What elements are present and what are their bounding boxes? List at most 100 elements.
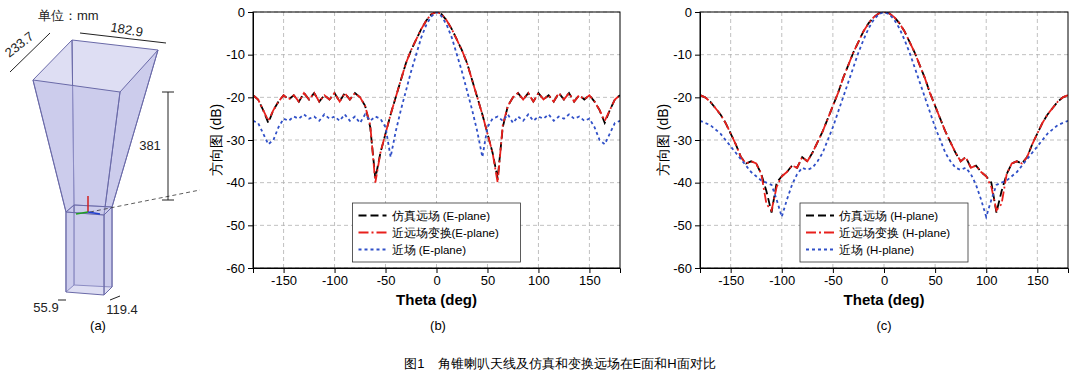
grid	[700, 12, 1068, 268]
y-tick: -10	[673, 47, 700, 62]
grid-line-x	[334, 12, 335, 268]
legend-swatch	[806, 249, 834, 251]
y-tick-label: -60	[673, 261, 692, 276]
legend-swatch	[359, 249, 387, 251]
grid-line-y	[700, 182, 1068, 183]
y-tick-label: -40	[673, 175, 692, 190]
x-tick: 50	[928, 268, 942, 288]
grid-line-x	[538, 12, 539, 268]
dimension-label: 233.7	[2, 29, 37, 61]
y-tick-mark	[695, 12, 700, 13]
chart: -150-100-50050100150-60-50-40-30-20-100T…	[208, 5, 621, 308]
y-tick-label: -50	[673, 218, 692, 233]
figure: 单位：mm233.7182.938155.9119.4-150-100-5005…	[0, 0, 1080, 379]
x-tick-label: 150	[1027, 273, 1049, 288]
legend-box	[800, 203, 968, 262]
grid-line-y	[253, 182, 620, 183]
y-tick-label: -20	[226, 90, 245, 105]
x-tick-label: -50	[377, 273, 396, 288]
y-tick-mark	[248, 183, 253, 184]
plot-area	[700, 12, 1068, 217]
y-axis: -60 -50 -40 -30 -20 -10 0	[673, 5, 700, 276]
y-tick: -50	[673, 218, 700, 233]
coordinate-arrow	[76, 212, 88, 214]
horn-face	[104, 207, 112, 295]
x-tick-label: 0	[433, 273, 440, 288]
x-tick: -50	[824, 268, 843, 288]
y-tick: 0	[685, 5, 700, 20]
y-tick-mark	[248, 225, 253, 226]
series-line	[253, 12, 620, 178]
x-tick-label: 50	[928, 273, 942, 288]
x-tick-label: 150	[579, 273, 601, 288]
unit-label: 单位：mm	[38, 8, 99, 23]
legend-swatch	[806, 232, 834, 234]
y-tick-mark	[695, 268, 700, 269]
y-tick-label: -10	[673, 47, 692, 62]
chart: -150-100-50050100150-60-50-40-30-20-100T…	[655, 5, 1069, 308]
coordinate-arrow	[88, 212, 100, 214]
y-tick-mark	[248, 97, 253, 98]
x-tick-label: -100	[322, 273, 348, 288]
grid-line-y	[700, 140, 1068, 141]
series-line	[700, 12, 1068, 213]
caption: 图1 角锥喇叭天线及仿真和变换远场在E面和H面对比	[404, 356, 715, 371]
grid-line-y	[700, 97, 1068, 98]
grid	[253, 12, 620, 268]
x-tick-label: -50	[824, 273, 843, 288]
series-line	[253, 12, 620, 183]
y-tick-label: -30	[226, 133, 245, 148]
x-tick: -150	[271, 268, 297, 288]
plot-frame	[253, 12, 620, 268]
y-tick: -40	[226, 175, 253, 190]
y-tick: -60	[673, 261, 700, 276]
legend-box	[353, 203, 521, 262]
legend-swatch	[806, 215, 834, 217]
y-tick-mark	[695, 97, 700, 98]
y-tick: -60	[226, 261, 253, 276]
coordinate-arrow	[87, 196, 89, 212]
series-line	[253, 12, 620, 157]
y-tick-mark	[248, 140, 253, 141]
grid-line-x	[986, 12, 987, 268]
x-axis-title: Theta (deg)	[396, 291, 477, 308]
legend: 仿真远场 (H-plane)近远场变换 (H-plane)近场 (H-plane…	[800, 203, 968, 262]
x-tick-label: -150	[271, 273, 297, 288]
y-tick-label: 0	[238, 5, 245, 20]
x-tick: 0	[881, 268, 888, 288]
dimension-label: 55.9	[33, 300, 58, 315]
y-axis-title: 方向图 (dB)	[208, 104, 224, 176]
y-axis-line	[248, 13, 254, 269]
x-tick-label: 50	[481, 273, 495, 288]
y-tick-mark	[695, 225, 700, 226]
y-tick: -30	[226, 133, 253, 148]
dimension-label: 381	[139, 138, 161, 153]
x-tick-label: 100	[528, 273, 550, 288]
grid-line-y	[700, 54, 1068, 55]
x-tick: -50	[377, 268, 396, 288]
x-tick: 0	[433, 268, 440, 288]
dimension-line	[58, 300, 66, 301]
grid-line-x	[781, 12, 782, 268]
x-tick: 50	[481, 268, 495, 288]
legend-label: 近场 (E-plane)	[392, 244, 467, 256]
y-tick-label: -10	[226, 47, 245, 62]
grid-line-y	[253, 140, 620, 141]
y-tick-label: -20	[673, 90, 692, 105]
legend-label: 近场 (H-plane)	[839, 244, 914, 256]
panel-label: (c)	[876, 318, 891, 333]
y-tick: -10	[226, 47, 253, 62]
plot-frame	[700, 12, 1068, 268]
y-tick: -30	[673, 133, 700, 148]
x-tick-label: -150	[718, 273, 744, 288]
x-tick: 150	[579, 268, 601, 288]
legend-swatch	[359, 232, 387, 234]
plot-area	[253, 12, 620, 183]
legend-swatch	[359, 215, 387, 217]
x-tick: -100	[769, 268, 795, 288]
series-line	[700, 12, 1068, 217]
y-tick: -40	[673, 175, 700, 190]
dimension-label: 182.9	[109, 19, 144, 39]
y-tick: 0	[238, 5, 253, 20]
y-tick-mark	[248, 55, 253, 56]
